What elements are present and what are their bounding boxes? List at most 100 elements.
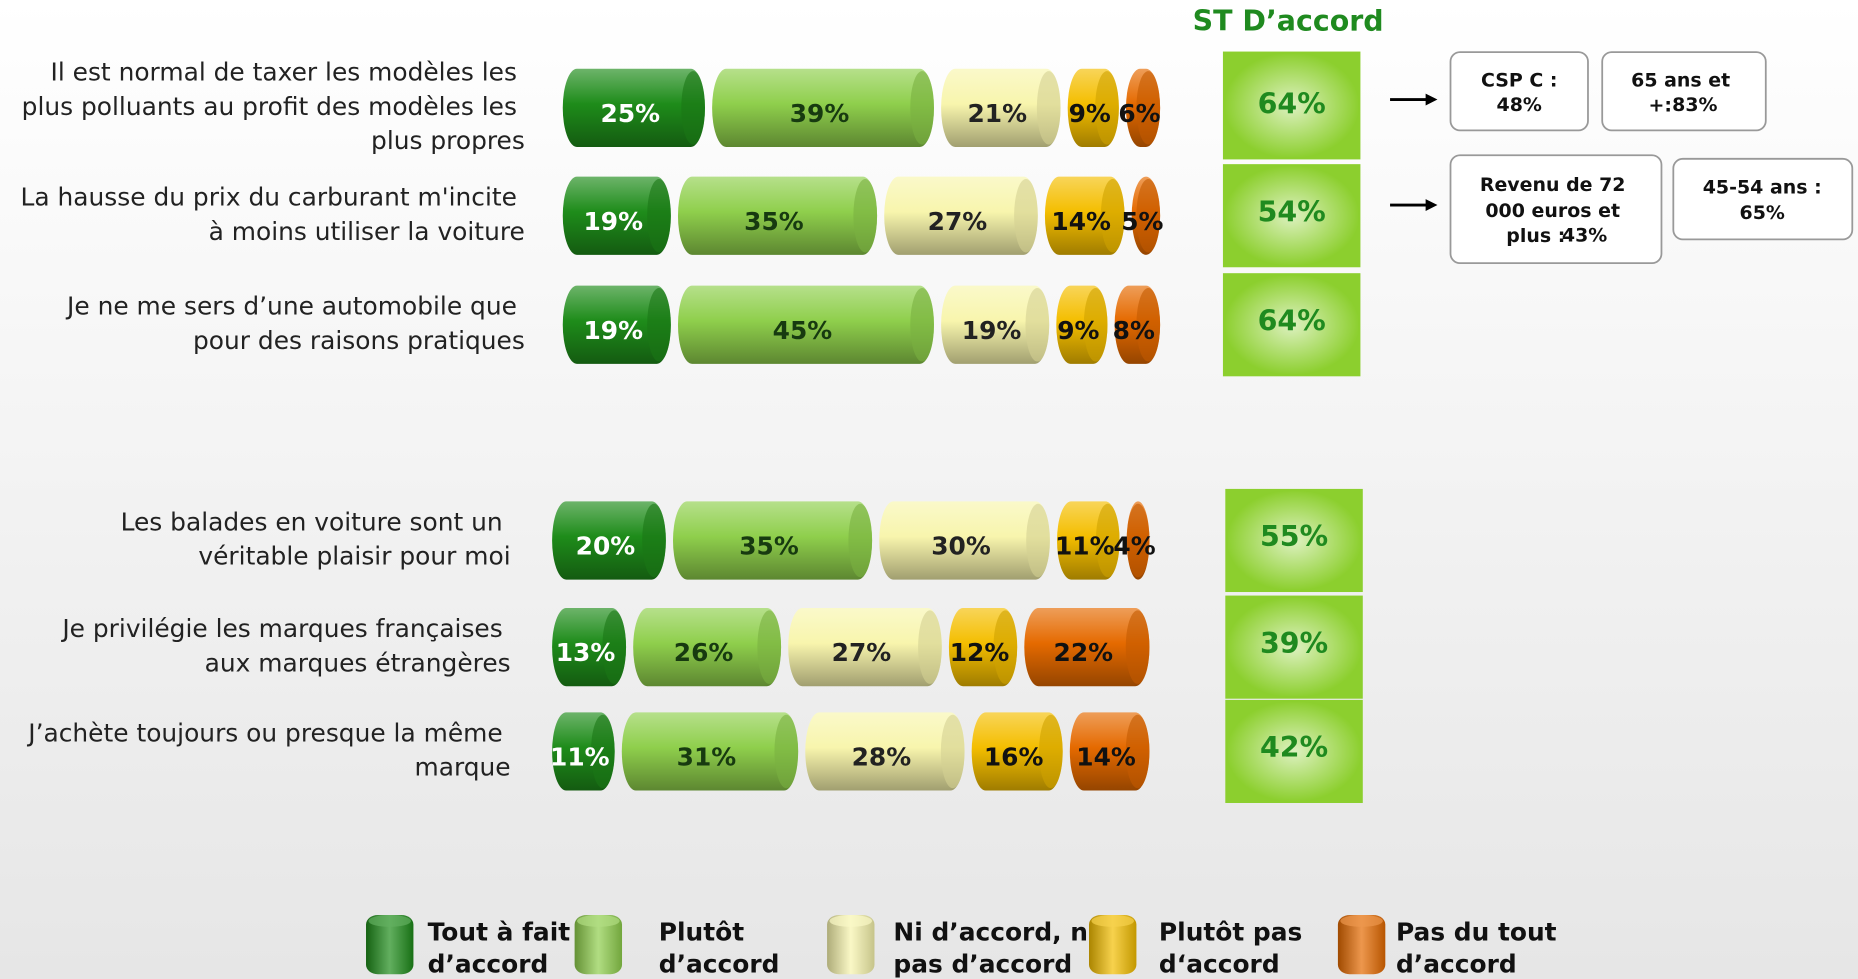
legend-label: Pas du tout d’accord xyxy=(1396,917,1565,978)
callout-value: 43% xyxy=(1562,224,1607,246)
bar-cap xyxy=(1025,288,1050,362)
total-value: 42% xyxy=(1260,731,1328,764)
bar-value-label: 13% xyxy=(556,638,616,667)
row-label: Il est normal de taxer les modèles les p… xyxy=(22,57,525,155)
bar-segment xyxy=(552,501,666,580)
bar-cap xyxy=(1095,503,1120,578)
total-cell xyxy=(1225,488,1363,593)
bar-cap xyxy=(910,288,934,362)
bar-value-label: 9% xyxy=(1057,316,1099,345)
total-value: 64% xyxy=(1258,304,1326,337)
legend-swatch-cap xyxy=(829,914,873,927)
bar-segment xyxy=(879,501,1050,580)
bar-segment xyxy=(562,68,705,147)
bar-value-label: 30% xyxy=(931,532,991,561)
row-label: J’achète toujours ou presque la même mar… xyxy=(26,718,510,781)
legend-swatch xyxy=(827,914,875,975)
legend-swatch xyxy=(1089,914,1137,975)
bar-cap xyxy=(602,610,627,684)
row-label: Je ne me sers d’une automobile que pour … xyxy=(65,292,525,355)
bar-value-label: 27% xyxy=(928,207,988,236)
callout-value: 48% xyxy=(1497,94,1542,116)
bar-value-label: 11% xyxy=(550,743,610,772)
bar-value-label: 12% xyxy=(950,638,1010,667)
bar-value-label: 6% xyxy=(1118,99,1160,128)
total-value: 55% xyxy=(1260,520,1328,553)
total-cell xyxy=(1222,273,1361,377)
callout-box xyxy=(1449,154,1663,265)
bar-cap xyxy=(1126,503,1150,578)
legend-swatch xyxy=(366,914,414,975)
bar-segment xyxy=(1024,608,1150,687)
bar-value-label: 26% xyxy=(674,638,734,667)
bar-segment xyxy=(884,176,1038,255)
bar-segment xyxy=(633,608,782,687)
bar-value-label: 14% xyxy=(1051,207,1111,236)
total-value: 64% xyxy=(1258,87,1326,120)
callout-value: 65% xyxy=(1740,202,1785,224)
bar-value-label: 5% xyxy=(1121,207,1163,236)
bar-segment xyxy=(941,285,1050,364)
legend-swatch-cap xyxy=(1091,914,1135,927)
bar-cap xyxy=(993,610,1018,684)
bar-cap xyxy=(1036,71,1061,145)
total-title: ST D’accord xyxy=(1193,5,1384,38)
legend-label: Plutôt pas d‘accord xyxy=(1159,917,1311,978)
bar-value-label: 8% xyxy=(1113,316,1155,345)
bar-value-label: 14% xyxy=(1076,743,1136,772)
bar-cap xyxy=(918,610,942,684)
bar-cap xyxy=(642,503,666,578)
bar-cap xyxy=(1136,71,1161,145)
bar-cap xyxy=(1125,714,1150,789)
bar-segment xyxy=(941,68,1061,147)
bar-cap xyxy=(590,714,615,789)
bar-value-label: 9% xyxy=(1069,99,1111,128)
total-cell xyxy=(1225,595,1363,699)
bar-value-label: 35% xyxy=(739,532,799,561)
callout-label: 65 ans et +: xyxy=(1631,69,1737,116)
bar-cap xyxy=(940,714,965,789)
bar-value-label: 21% xyxy=(967,99,1027,128)
legend-swatch xyxy=(1337,914,1386,975)
bar-value-label: 31% xyxy=(677,743,737,772)
bar-value-label: 27% xyxy=(832,638,892,667)
bar-value-label: 28% xyxy=(852,743,912,772)
legend-swatch-cap xyxy=(368,914,412,927)
bar-segment xyxy=(621,712,799,791)
bar-cap xyxy=(774,714,799,789)
bar-cap xyxy=(1083,288,1108,362)
bar-cap xyxy=(1038,714,1063,789)
bar-cap xyxy=(910,71,934,145)
bar-segment xyxy=(788,608,942,687)
legend-swatch xyxy=(574,914,623,975)
bar-segment xyxy=(712,68,934,147)
bar-value-label: 19% xyxy=(962,316,1022,345)
row-label: La hausse du prix du carburant m'incite … xyxy=(21,183,525,246)
bar-segment xyxy=(677,285,934,364)
bar-cap xyxy=(681,71,705,145)
bar-segment xyxy=(562,285,671,364)
bar-cap xyxy=(1100,178,1125,253)
legend-swatch-cap xyxy=(576,914,620,927)
callout-value: 83% xyxy=(1672,94,1717,116)
bar-cap xyxy=(848,503,873,578)
callout-box xyxy=(1449,51,1589,132)
total-value: 54% xyxy=(1258,195,1326,228)
total-cell xyxy=(1225,699,1363,803)
bar-cap xyxy=(1136,288,1161,362)
total-cell xyxy=(1222,164,1361,268)
callout-box xyxy=(1601,51,1767,132)
bar-cap xyxy=(1136,178,1161,253)
bar-value-label: 20% xyxy=(576,532,636,561)
bar-segment xyxy=(805,712,965,791)
arrow-head xyxy=(1425,199,1438,211)
bar-segment xyxy=(672,501,873,580)
legend-label: Tout à fait d’accord xyxy=(428,917,579,978)
callout-label: 45-54 ans : xyxy=(1703,176,1822,198)
bar-cap xyxy=(647,178,671,253)
callout-box xyxy=(1672,157,1854,241)
bar-cap xyxy=(757,610,782,684)
total-value: 39% xyxy=(1260,627,1328,660)
bar-value-label: 22% xyxy=(1054,638,1114,667)
